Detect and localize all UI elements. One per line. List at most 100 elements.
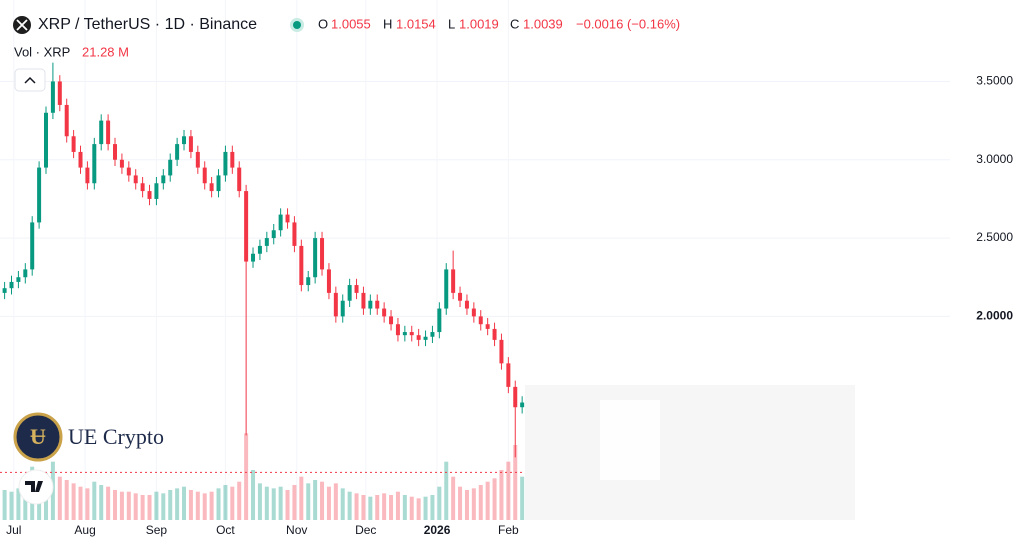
candle-body xyxy=(389,316,394,325)
volume-bar xyxy=(16,488,21,520)
candle-body xyxy=(147,191,152,199)
candle-body xyxy=(57,81,62,105)
candle-body xyxy=(161,175,166,184)
volume-bar xyxy=(133,493,138,520)
candle-body xyxy=(444,269,449,309)
volume-bar xyxy=(506,461,511,520)
volume-bar xyxy=(244,433,249,520)
volume-bar xyxy=(285,490,290,520)
candle-body xyxy=(78,151,83,168)
volume-bar xyxy=(340,488,345,520)
volume-bar xyxy=(485,481,490,520)
candle-body xyxy=(368,300,373,309)
logo xyxy=(13,412,63,462)
candle-body xyxy=(271,230,276,239)
candle-body xyxy=(195,151,200,168)
candle-body xyxy=(154,183,159,199)
candle-body xyxy=(506,363,511,387)
candle-body xyxy=(133,175,138,184)
volume-bar xyxy=(437,486,442,520)
volume-bar xyxy=(333,483,338,520)
candle-body xyxy=(175,144,180,160)
volume-bar xyxy=(354,493,359,520)
volume-bar xyxy=(313,480,318,520)
candle-body xyxy=(202,167,207,184)
candle-body xyxy=(264,238,269,246)
candle-body xyxy=(430,332,435,337)
status-dot xyxy=(293,21,301,29)
volume-bar xyxy=(85,488,90,520)
y-tick-label: 3.5000 xyxy=(976,74,1013,88)
volume-bar xyxy=(78,486,83,520)
volume-bar xyxy=(251,470,256,520)
volume-bar xyxy=(195,491,200,520)
candle-body xyxy=(313,238,318,278)
volume-bar xyxy=(389,495,394,520)
x-tick-label: Sep xyxy=(146,523,168,537)
volume-bar xyxy=(23,486,28,520)
candle-body xyxy=(451,269,456,293)
candle-body xyxy=(423,336,428,340)
volume-bar xyxy=(168,490,173,520)
candle-body xyxy=(478,316,483,325)
candle-body xyxy=(361,292,366,309)
x-tick-label: Feb xyxy=(498,523,519,537)
candle-body xyxy=(23,269,28,278)
volume-bar xyxy=(361,495,366,520)
candle-body xyxy=(44,112,49,168)
volume-bar xyxy=(464,490,469,520)
candle-body xyxy=(119,159,124,168)
volume-bar xyxy=(271,488,276,520)
volume-bar xyxy=(326,486,331,520)
candle-body xyxy=(106,120,111,145)
x-tick-label: Nov xyxy=(286,523,307,537)
o-label: O xyxy=(318,16,328,31)
xrp-icon-mark xyxy=(16,19,28,31)
candle-body xyxy=(382,308,387,317)
candle-body xyxy=(340,300,345,317)
y-tick-label: 2.5000 xyxy=(976,230,1013,244)
l-label: L xyxy=(448,16,455,31)
volume-bar xyxy=(368,496,373,520)
volume-bar xyxy=(209,491,214,520)
candle-body xyxy=(182,136,187,145)
volume-bar xyxy=(492,478,497,520)
volume-bar xyxy=(9,491,14,520)
candle-body xyxy=(168,159,173,176)
volume-bar xyxy=(257,483,262,520)
candle-body xyxy=(306,277,311,286)
volume-label: Vol · XRP xyxy=(14,44,70,59)
symbol-title: XRP / TetherUS · 1D · Binance xyxy=(38,16,257,33)
o-value: 1.0055 xyxy=(331,16,371,31)
candle-body xyxy=(37,167,42,223)
candle-body xyxy=(50,81,55,113)
volume-bar xyxy=(306,483,311,520)
volume-bar xyxy=(99,485,104,520)
candle-body xyxy=(375,300,380,309)
volume-bar xyxy=(471,488,476,520)
volume-bar xyxy=(458,486,463,520)
candle-body xyxy=(126,167,131,176)
volume-bar xyxy=(278,486,283,520)
candle-body xyxy=(223,151,228,176)
candle-body xyxy=(113,144,118,160)
volume-bar xyxy=(320,481,325,520)
candle-body xyxy=(326,269,331,293)
l-value: 1.0019 xyxy=(459,16,499,31)
candle-body xyxy=(292,222,297,246)
candle-body xyxy=(402,332,407,336)
volume-bar xyxy=(57,476,62,520)
tv-logo xyxy=(18,469,54,505)
collapse-button[interactable] xyxy=(14,68,46,92)
h-label: H xyxy=(383,16,392,31)
blur-area xyxy=(525,385,855,520)
volume-bar xyxy=(175,488,180,520)
volume-bar xyxy=(416,498,421,520)
volume-bar xyxy=(444,461,449,520)
volume-bar xyxy=(382,493,387,520)
candle-body xyxy=(492,328,497,340)
volume-bar xyxy=(182,486,187,520)
volume-bar xyxy=(478,485,483,520)
candle-body xyxy=(64,104,69,137)
